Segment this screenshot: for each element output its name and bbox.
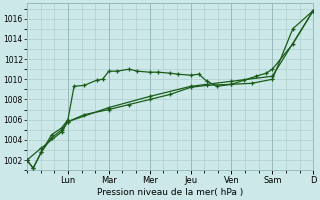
X-axis label: Pression niveau de la mer( hPa ): Pression niveau de la mer( hPa ): [97, 188, 243, 197]
